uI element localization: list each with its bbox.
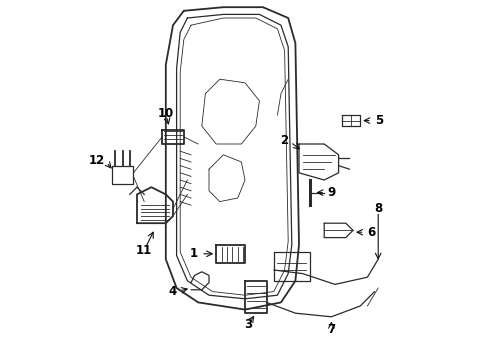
Text: 11: 11 xyxy=(136,244,152,257)
Text: 1: 1 xyxy=(190,247,198,260)
Text: 2: 2 xyxy=(280,134,288,147)
Text: 10: 10 xyxy=(158,107,174,120)
Text: 8: 8 xyxy=(374,202,382,215)
Text: 6: 6 xyxy=(368,226,376,239)
Text: 3: 3 xyxy=(245,318,253,330)
Text: 9: 9 xyxy=(328,186,336,199)
Text: 4: 4 xyxy=(169,285,176,298)
Text: 5: 5 xyxy=(374,114,383,127)
Text: 12: 12 xyxy=(88,154,104,167)
Text: 7: 7 xyxy=(327,323,336,336)
